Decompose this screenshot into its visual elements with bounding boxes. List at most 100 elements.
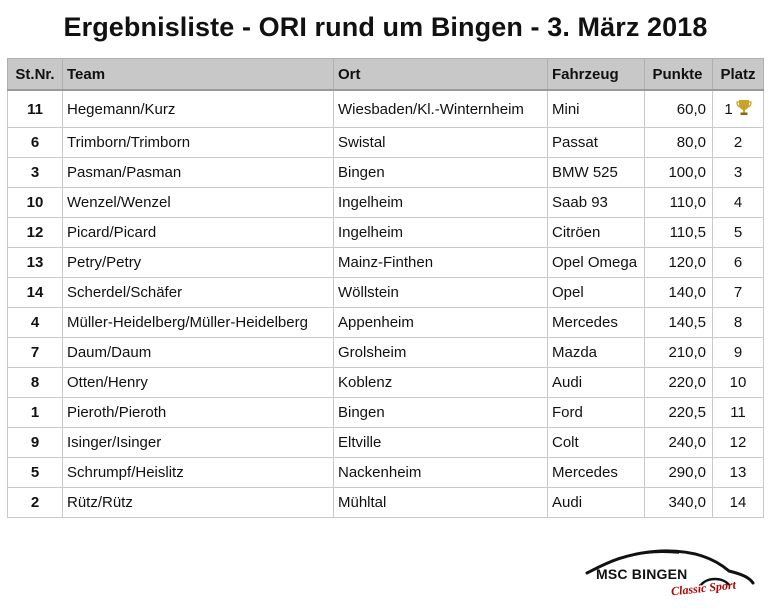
platz-value: 11 (730, 404, 746, 421)
platz-value: 6 (733, 254, 743, 271)
platz-value: 13 (729, 464, 747, 481)
table-row: 7 Daum/Daum Grolsheim Mazda 210,0 9 (7, 337, 764, 368)
stnr-value: 11 (27, 100, 43, 118)
cell-stnr: 14 (7, 277, 63, 308)
fahrzeug-value: Audi (552, 494, 583, 511)
platz-value: 2 (733, 134, 743, 151)
punkte-value: 140,5 (668, 314, 706, 331)
ort-value: Bingen (338, 164, 385, 181)
cell-platz: 3 (712, 157, 764, 188)
table-row: 11 Hegemann/Kurz Wiesbaden/Kl.-Winternheim… (7, 89, 764, 128)
fahrzeug-value: Mini (552, 100, 580, 118)
cell-ort: Wöllstein (333, 277, 548, 308)
ort-value: Mainz-Finthen (338, 254, 434, 271)
cell-fahrzeug: Mini (547, 89, 645, 128)
cell-stnr: 10 (7, 187, 63, 218)
punkte-value: 210,0 (668, 344, 706, 361)
platz-value: 9 (733, 344, 743, 361)
table-row: 6 Trimborn/Trimborn Swistal Passat 80,0 2 (7, 127, 764, 158)
punkte-value: 110,5 (669, 224, 706, 241)
stnr-value: 14 (26, 284, 44, 301)
column-header-fahrzeug: Fahrzeug (547, 58, 645, 91)
platz-value: 4 (733, 194, 743, 211)
cell-stnr: 11 (7, 89, 63, 128)
cell-stnr: 2 (7, 487, 63, 518)
team-value: Scherdel/Schäfer (67, 284, 183, 301)
punkte-value: 290,0 (668, 464, 706, 481)
table-row: 9 Isinger/Isinger Eltville Colt 240,0 12 (7, 427, 764, 458)
page-title: Ergebnisliste - ORI rund um Bingen - 3. … (63, 12, 708, 42)
cell-team: Trimborn/Trimborn (62, 127, 334, 158)
cell-fahrzeug: Mercedes (547, 307, 645, 338)
stnr-value: 4 (30, 314, 40, 331)
ort-value: Appenheim (338, 314, 414, 331)
cell-platz: 10 (712, 367, 764, 398)
cell-team: Isinger/Isinger (62, 427, 334, 458)
cell-punkte: 340,0 (644, 487, 713, 518)
table-row: 1 Pieroth/Pieroth Bingen Ford 220,5 11 (7, 397, 764, 428)
cell-fahrzeug: Colt (547, 427, 645, 458)
platz-value: 14 (729, 494, 747, 511)
team-value: Schrumpf/Heislitz (67, 464, 184, 481)
cell-stnr: 7 (7, 337, 63, 368)
table-row: 3 Pasman/Pasman Bingen BMW 525 100,0 3 (7, 157, 764, 188)
fahrzeug-value: Passat (552, 134, 598, 151)
cell-fahrzeug: Opel Omega (547, 247, 645, 278)
cell-punkte: 140,0 (644, 277, 713, 308)
cell-platz: 5 (712, 217, 764, 248)
cell-ort: Mainz-Finthen (333, 247, 548, 278)
ort-value: Mühltal (338, 494, 387, 511)
cell-fahrzeug: Mercedes (547, 457, 645, 488)
cell-team: Otten/Henry (62, 367, 334, 398)
punkte-value: 140,0 (668, 284, 706, 301)
column-header-platz: Platz (712, 58, 764, 91)
cell-stnr: 9 (7, 427, 63, 458)
stnr-value: 3 (30, 164, 40, 181)
cell-punkte: 240,0 (644, 427, 713, 458)
cell-team: Wenzel/Wenzel (62, 187, 334, 218)
platz-value: 7 (733, 284, 743, 301)
cell-team: Daum/Daum (62, 337, 334, 368)
cell-platz: 6 (712, 247, 764, 278)
cell-ort: Bingen (333, 157, 548, 188)
cell-team: Schrumpf/Heislitz (62, 457, 334, 488)
cell-platz: 14 (712, 487, 764, 518)
table-row: 10 Wenzel/Wenzel Ingelheim Saab 93 110,0 4 (7, 187, 764, 218)
cell-team: Hegemann/Kurz (62, 89, 334, 128)
cell-ort: Appenheim (333, 307, 548, 338)
team-value: Hegemann/Kurz (67, 100, 176, 118)
table-row: 2 Rütz/Rütz Mühltal Audi 340,0 14 (7, 487, 764, 518)
fahrzeug-value: Opel Omega (552, 254, 638, 271)
cell-team: Scherdel/Schäfer (62, 277, 334, 308)
punkte-value: 120,0 (668, 254, 706, 271)
platz-value: 5 (733, 224, 743, 241)
cell-platz: 7 (712, 277, 764, 308)
column-header-team: Team (62, 58, 334, 91)
fahrzeug-value: Ford (552, 404, 583, 421)
results-table: St.Nr. Team Ort Fahrzeug Punkte Platz 11… (7, 58, 764, 518)
punkte-value: 220,0 (668, 374, 706, 391)
team-value: Isinger/Isinger (67, 434, 162, 451)
cell-punkte: 290,0 (644, 457, 713, 488)
punkte-value: 110,0 (669, 194, 706, 211)
table-row: 5 Schrumpf/Heislitz Nackenheim Mercedes 290,… (7, 457, 764, 488)
stnr-value: 13 (26, 254, 44, 271)
punkte-value: 220,5 (668, 404, 706, 421)
stnr-value: 12 (26, 224, 44, 241)
table-row: 14 Scherdel/Schäfer Wöllstein Opel 140,0 7 (7, 277, 764, 308)
cell-punkte: 220,0 (644, 367, 713, 398)
stnr-value: 1 (30, 404, 40, 421)
cell-platz: 9 (712, 337, 764, 368)
cell-fahrzeug: BMW 525 (547, 157, 645, 188)
cell-platz: 11 (712, 397, 764, 428)
cell-stnr: 6 (7, 127, 63, 158)
stnr-value: 8 (30, 374, 40, 391)
table-row: 13 Petry/Petry Mainz-Finthen Opel Omega 120,… (7, 247, 764, 278)
logo-title: MSC BINGEN (596, 566, 688, 582)
fahrzeug-value: Audi (552, 374, 583, 391)
ort-value: Ingelheim (338, 194, 404, 211)
team-value: Pieroth/Pieroth (67, 404, 167, 421)
cell-ort: Wiesbaden/Kl.-Winternheim (333, 89, 548, 128)
table-header-row: St.Nr. Team Ort Fahrzeug Punkte Platz (7, 58, 764, 91)
cell-punkte: 220,5 (644, 397, 713, 428)
